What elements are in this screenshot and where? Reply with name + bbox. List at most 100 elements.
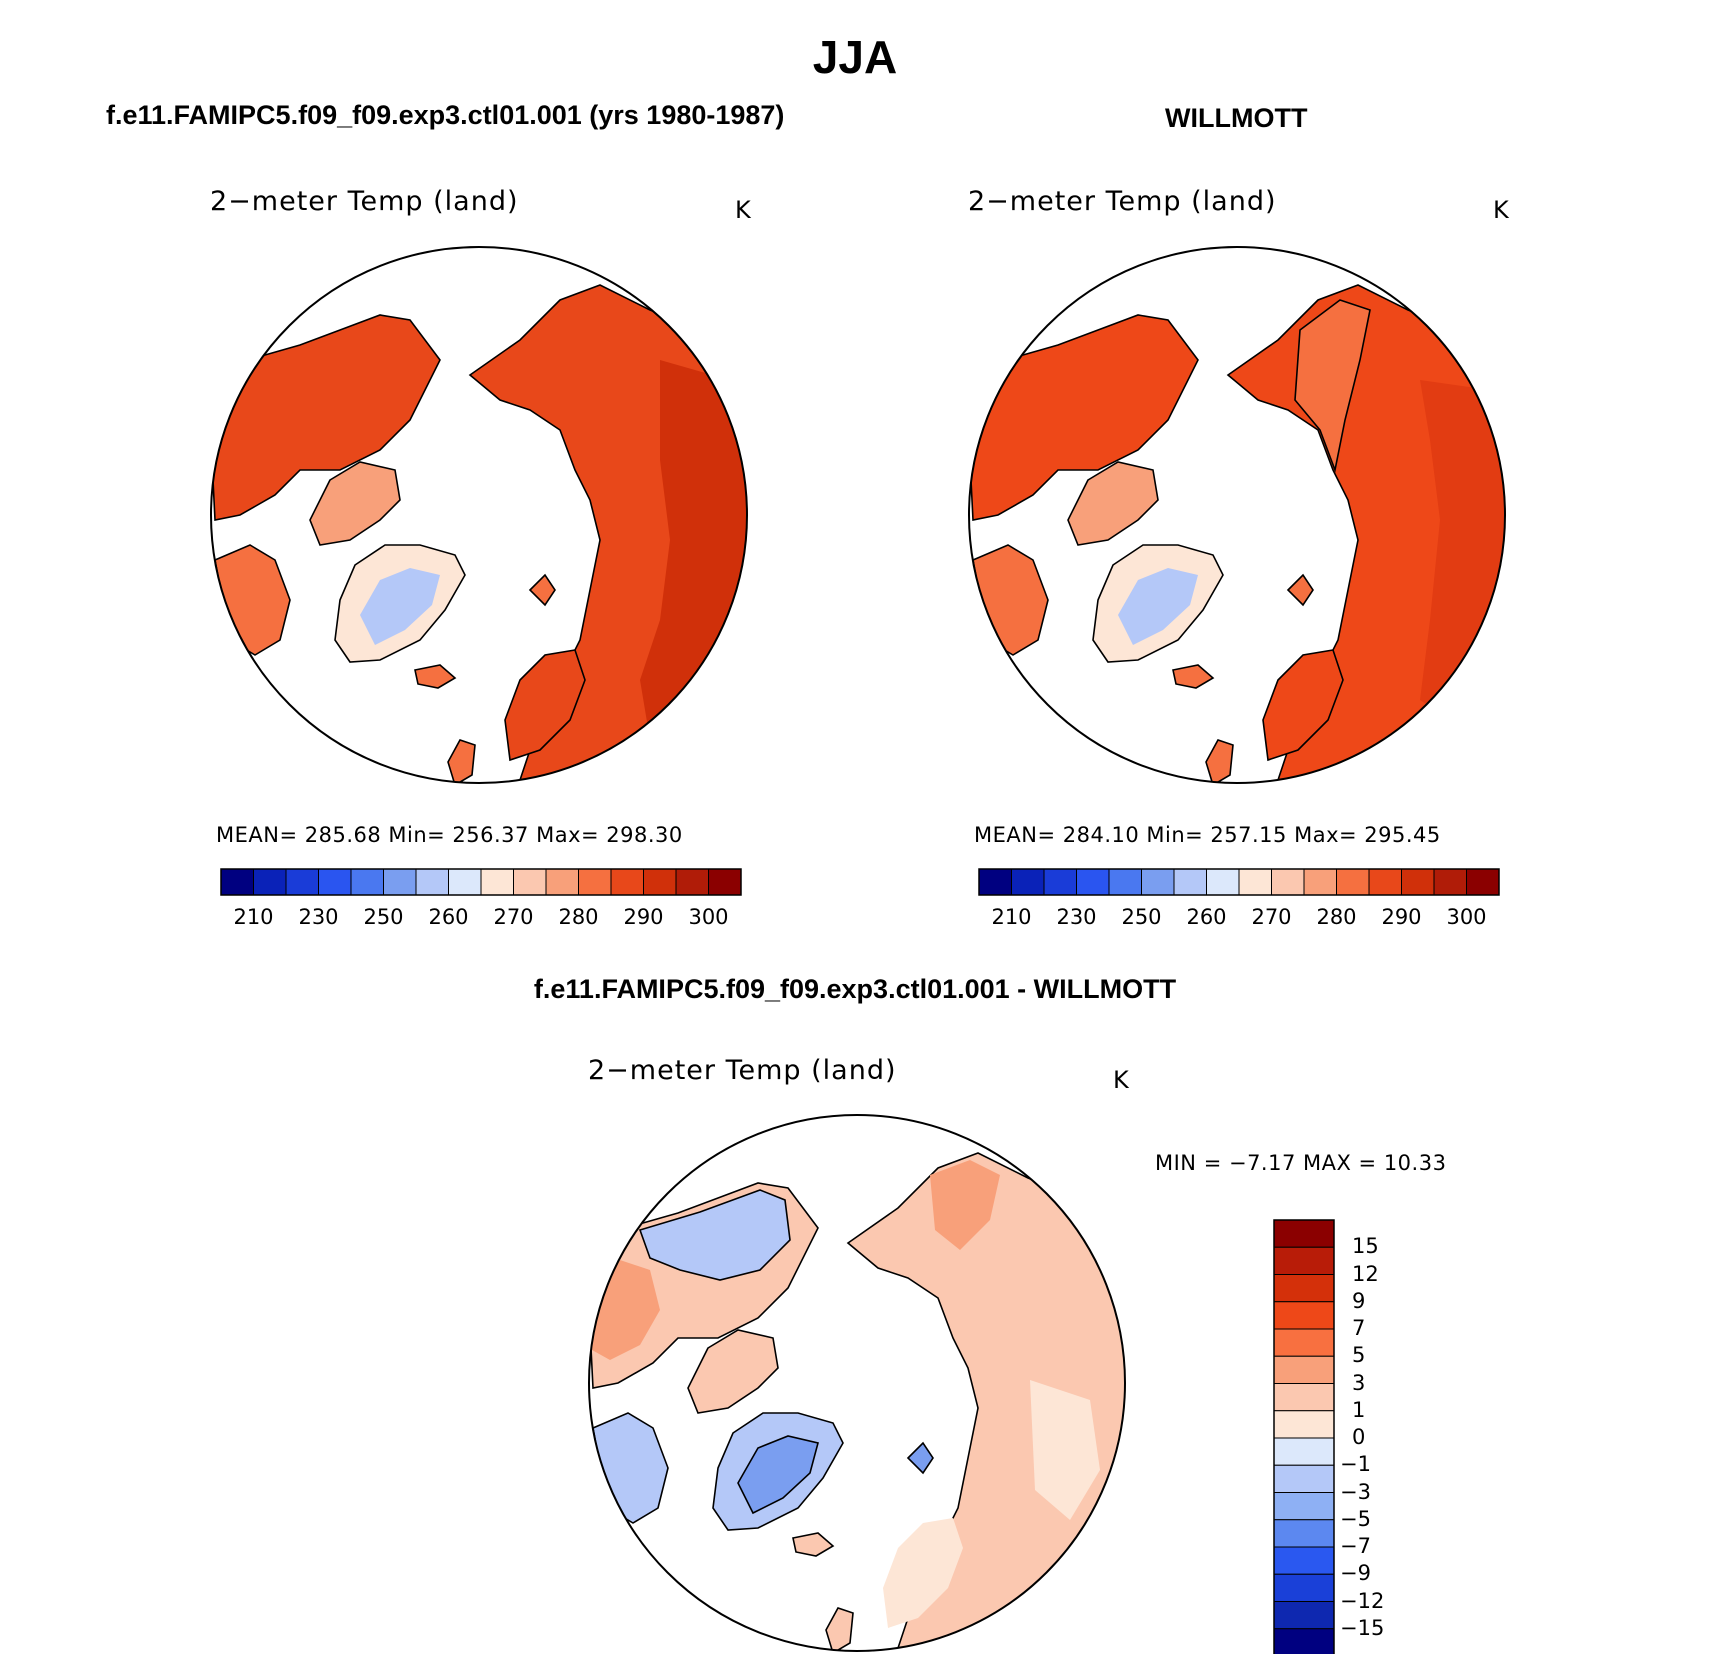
- model-colorbar-box: [578, 868, 612, 896]
- model-tick-label: 290: [623, 905, 664, 929]
- land-scandinavia: [1262, 649, 1344, 762]
- land-scandinavia: [883, 1518, 963, 1628]
- land-iceland: [1172, 664, 1215, 689]
- model-tick-label: 300: [688, 905, 729, 929]
- model-colorbar-box: [643, 868, 677, 896]
- model-tick-label: 270: [493, 905, 534, 929]
- obs-stats: MEAN= 284.10 Min= 257.15 Max= 295.45: [974, 823, 1441, 847]
- obs-tick-label: 270: [1251, 905, 1292, 929]
- land-iceland: [792, 1532, 835, 1557]
- land-iceland: [414, 664, 457, 689]
- land-canadian-archipelago: [1067, 461, 1159, 546]
- model-colorbar-box: [253, 868, 287, 896]
- model-colorbar-box: [318, 868, 352, 896]
- difference-tick-label: −3: [1340, 1479, 1371, 1504]
- figure-title: JJA: [812, 31, 898, 83]
- model-colorbar-box: [708, 868, 742, 896]
- obs-dataset-title: WILLMOTT: [1165, 103, 1308, 133]
- land-greenland-core: [737, 1435, 819, 1515]
- model-tick-label: 260: [428, 905, 469, 929]
- difference-colorbar-box: [1273, 1383, 1335, 1412]
- obs-colorbar-box: [1401, 868, 1435, 896]
- obs-colorbar-box: [1043, 868, 1077, 896]
- land-scandinavia: [504, 649, 586, 762]
- difference-colorbar-box: [1273, 1492, 1335, 1521]
- difference-colorbar-box: [1273, 1246, 1335, 1275]
- land-svalbard: [906, 1441, 934, 1475]
- obs-colorbar-box: [1173, 868, 1207, 896]
- land-svalbard: [1286, 573, 1314, 607]
- obs-colorbar-box: [1271, 868, 1305, 896]
- obs-colorbar-box: [1466, 868, 1500, 896]
- model-colorbar-box: [383, 868, 417, 896]
- obs-tick-label: 290: [1381, 905, 1422, 929]
- obs-tick-label: 230: [1056, 905, 1097, 929]
- land-eurasia-neutral: [1030, 1380, 1100, 1520]
- difference-tick-label: −15: [1340, 1615, 1385, 1640]
- obs-colorbar-box: [1108, 868, 1142, 896]
- difference-tick-label: 1: [1352, 1397, 1366, 1422]
- difference-colorbar: [1273, 1219, 1335, 1654]
- model-colorbar-box: [415, 868, 449, 896]
- model-colorbar-frame: [220, 868, 742, 896]
- model-polar-map: [210, 246, 748, 784]
- obs-colorbar-box: [978, 868, 1012, 896]
- land-north-america-warm: [592, 1260, 660, 1360]
- difference-colorbar-box: [1273, 1546, 1335, 1575]
- land-eurasia-coast-cool: [1294, 299, 1371, 473]
- model-colorbar-box: [545, 868, 579, 896]
- land-north-america-cool: [638, 1189, 791, 1281]
- obs-tick-label: 280: [1316, 905, 1357, 929]
- model-colorbar-box: [675, 868, 709, 896]
- land-north-america: [211, 314, 441, 521]
- difference-colorbar-box: [1273, 1410, 1335, 1439]
- model-colorbar-box: [285, 868, 319, 896]
- obs-units-label: K: [1493, 196, 1509, 224]
- obs-colorbar-box: [1076, 868, 1110, 896]
- model-units-label: K: [735, 196, 751, 224]
- land-greenland-core: [1118, 568, 1198, 645]
- obs-tick-label: 300: [1446, 905, 1487, 929]
- model-case-title: f.e11.FAMIPC5.f09_f09.exp3.ctl01.001 (yr…: [106, 100, 785, 130]
- difference-tick-label: 15: [1352, 1234, 1379, 1259]
- difference-colorbar-box: [1273, 1519, 1335, 1548]
- model-colorbar-box: [448, 868, 482, 896]
- model-tick-label: 230: [298, 905, 339, 929]
- obs-colorbar-box: [1238, 868, 1272, 896]
- obs-tick-label: 260: [1186, 905, 1227, 929]
- land-greenland-core: [360, 568, 440, 645]
- land-eurasia-warm: [930, 1160, 1000, 1250]
- diff-minmax: MIN = −7.17 MAX = 10.33: [1155, 1151, 1447, 1175]
- obs-colorbar-box: [1303, 868, 1337, 896]
- model-stats: MEAN= 285.68 Min= 256.37 Max= 298.30: [216, 823, 683, 847]
- land-canadian-archipelago: [309, 461, 401, 546]
- difference-tick-label: −5: [1340, 1506, 1371, 1531]
- difference-colorbar-frame: [1273, 1219, 1335, 1654]
- model-colorbar-box: [480, 868, 514, 896]
- difference-colorbar-box: [1273, 1355, 1335, 1384]
- difference-colorbar-box: [1273, 1464, 1335, 1493]
- difference-colorbar-box: [1273, 1219, 1335, 1248]
- model-tick-label: 280: [558, 905, 599, 929]
- difference-tick-label: −12: [1340, 1588, 1385, 1613]
- difference-colorbar-box: [1273, 1437, 1335, 1466]
- diff-units-label: K: [1113, 1066, 1129, 1094]
- difference-tick-label: 5: [1352, 1343, 1366, 1368]
- obs-colorbar-frame: [978, 868, 1500, 896]
- difference-tick-label: 3: [1352, 1370, 1366, 1395]
- obs-colorbar-box: [1141, 868, 1175, 896]
- model-colorbar-box: [220, 868, 254, 896]
- difference-tick-label: −1: [1340, 1452, 1371, 1477]
- difference-title: f.e11.FAMIPC5.f09_f09.exp3.ctl01.001 - W…: [533, 974, 1177, 1004]
- model-colorbar-box: [513, 868, 547, 896]
- obs-colorbar-box: [1433, 868, 1467, 896]
- difference-polar-map: [588, 1114, 1126, 1652]
- model-tick-label: 250: [363, 905, 404, 929]
- obs-polar-map: [968, 246, 1506, 784]
- difference-tick-label: 0: [1352, 1425, 1366, 1449]
- diff-variable-label: 2−meter Temp (land): [588, 1055, 897, 1086]
- difference-tick-label: 9: [1352, 1288, 1366, 1313]
- land-north-america: [969, 314, 1199, 521]
- difference-colorbar-box: [1273, 1601, 1335, 1630]
- obs-colorbar-box: [1011, 868, 1045, 896]
